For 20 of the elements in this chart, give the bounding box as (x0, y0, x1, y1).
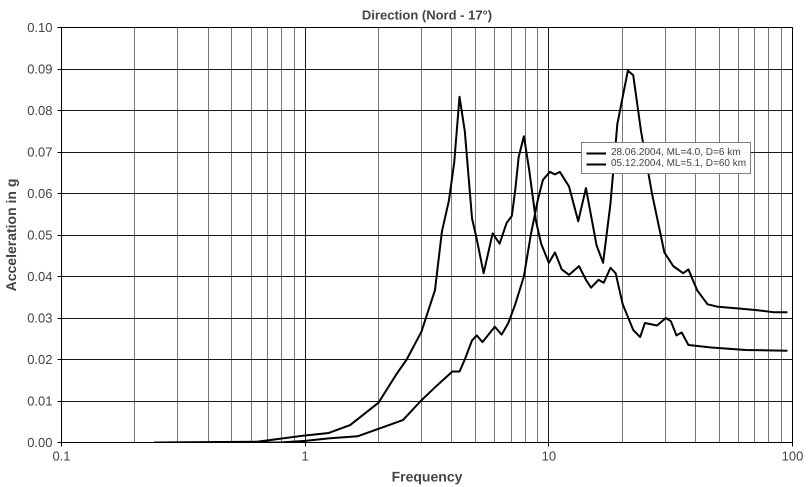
y-tick-label: 0.00 (27, 435, 53, 450)
y-tick-label: 0.09 (27, 62, 53, 76)
legend-label: 28.06.2004, ML=4.0, D=6 km (611, 147, 741, 158)
x-tick-label: 1 (302, 448, 309, 464)
x-tick-label: 0.1 (52, 448, 71, 464)
chart-title: Direction (Nord - 17°) (362, 8, 492, 22)
y-tick-label: 0.01 (27, 394, 53, 408)
x-tick-label: 100 (782, 448, 804, 464)
legend-label: 05.12.2004, ML=5.1, D=60 km (611, 158, 746, 169)
y-axis-title: Acceleration in g (3, 178, 20, 292)
y-tick-label: 0.06 (27, 186, 53, 201)
y-tick-label: 0.10 (27, 20, 53, 35)
y-tick-label: 0.08 (27, 103, 53, 118)
x-tick-label: 10 (542, 448, 556, 464)
y-tick-label: 0.04 (27, 269, 53, 284)
y-tick-label: 0.05 (27, 228, 53, 242)
y-tick-label: 0.03 (27, 310, 53, 326)
y-tick-label: 0.07 (27, 144, 53, 160)
y-tick-label: 0.02 (27, 352, 53, 367)
x-axis-title: Frequency (392, 468, 463, 484)
